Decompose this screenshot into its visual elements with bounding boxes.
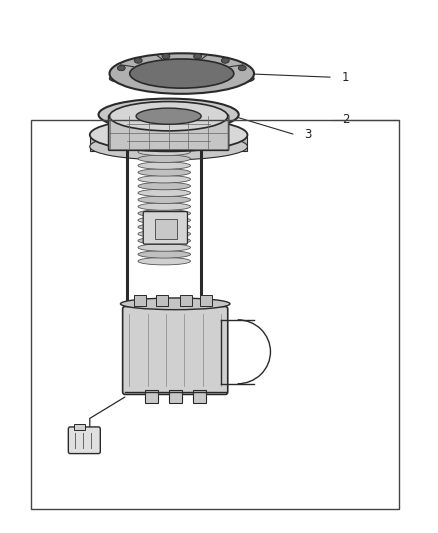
Bar [200,295,212,306]
Ellipse shape [138,216,191,224]
Ellipse shape [120,298,230,310]
Ellipse shape [138,162,191,169]
Ellipse shape [134,58,142,63]
Ellipse shape [90,133,247,160]
FancyBboxPatch shape [68,427,100,454]
Bar [145,390,158,403]
Ellipse shape [138,237,191,245]
Ellipse shape [238,66,246,71]
Ellipse shape [138,257,191,265]
Ellipse shape [136,108,201,124]
Bar [193,390,206,403]
Bar [90,136,101,151]
Text: 1: 1 [342,71,349,84]
Ellipse shape [194,54,201,59]
Ellipse shape [138,209,191,217]
Text: 2: 2 [342,114,349,126]
Bar [134,295,146,306]
Ellipse shape [90,118,247,151]
Bar [169,390,182,403]
Ellipse shape [138,251,191,258]
Ellipse shape [117,66,125,71]
Ellipse shape [138,203,191,210]
Ellipse shape [138,155,191,163]
Text: 3: 3 [304,128,312,141]
Ellipse shape [110,53,254,94]
Ellipse shape [221,58,229,63]
Ellipse shape [114,102,223,127]
Ellipse shape [130,59,234,88]
Bar [180,295,192,306]
Ellipse shape [138,175,191,183]
FancyBboxPatch shape [123,306,228,394]
Ellipse shape [138,148,191,156]
Bar [155,219,177,239]
Bar [31,120,399,509]
Bar [156,295,168,306]
Bar [74,424,85,430]
Ellipse shape [138,168,191,176]
Ellipse shape [138,244,191,251]
FancyBboxPatch shape [143,212,187,244]
Ellipse shape [138,189,191,197]
Ellipse shape [162,54,170,59]
Ellipse shape [138,230,191,238]
Ellipse shape [138,196,191,204]
Ellipse shape [138,223,191,231]
Ellipse shape [138,182,191,190]
Ellipse shape [110,101,228,131]
Bar [237,136,247,151]
Ellipse shape [99,99,239,131]
FancyBboxPatch shape [109,115,229,150]
Ellipse shape [110,70,254,87]
